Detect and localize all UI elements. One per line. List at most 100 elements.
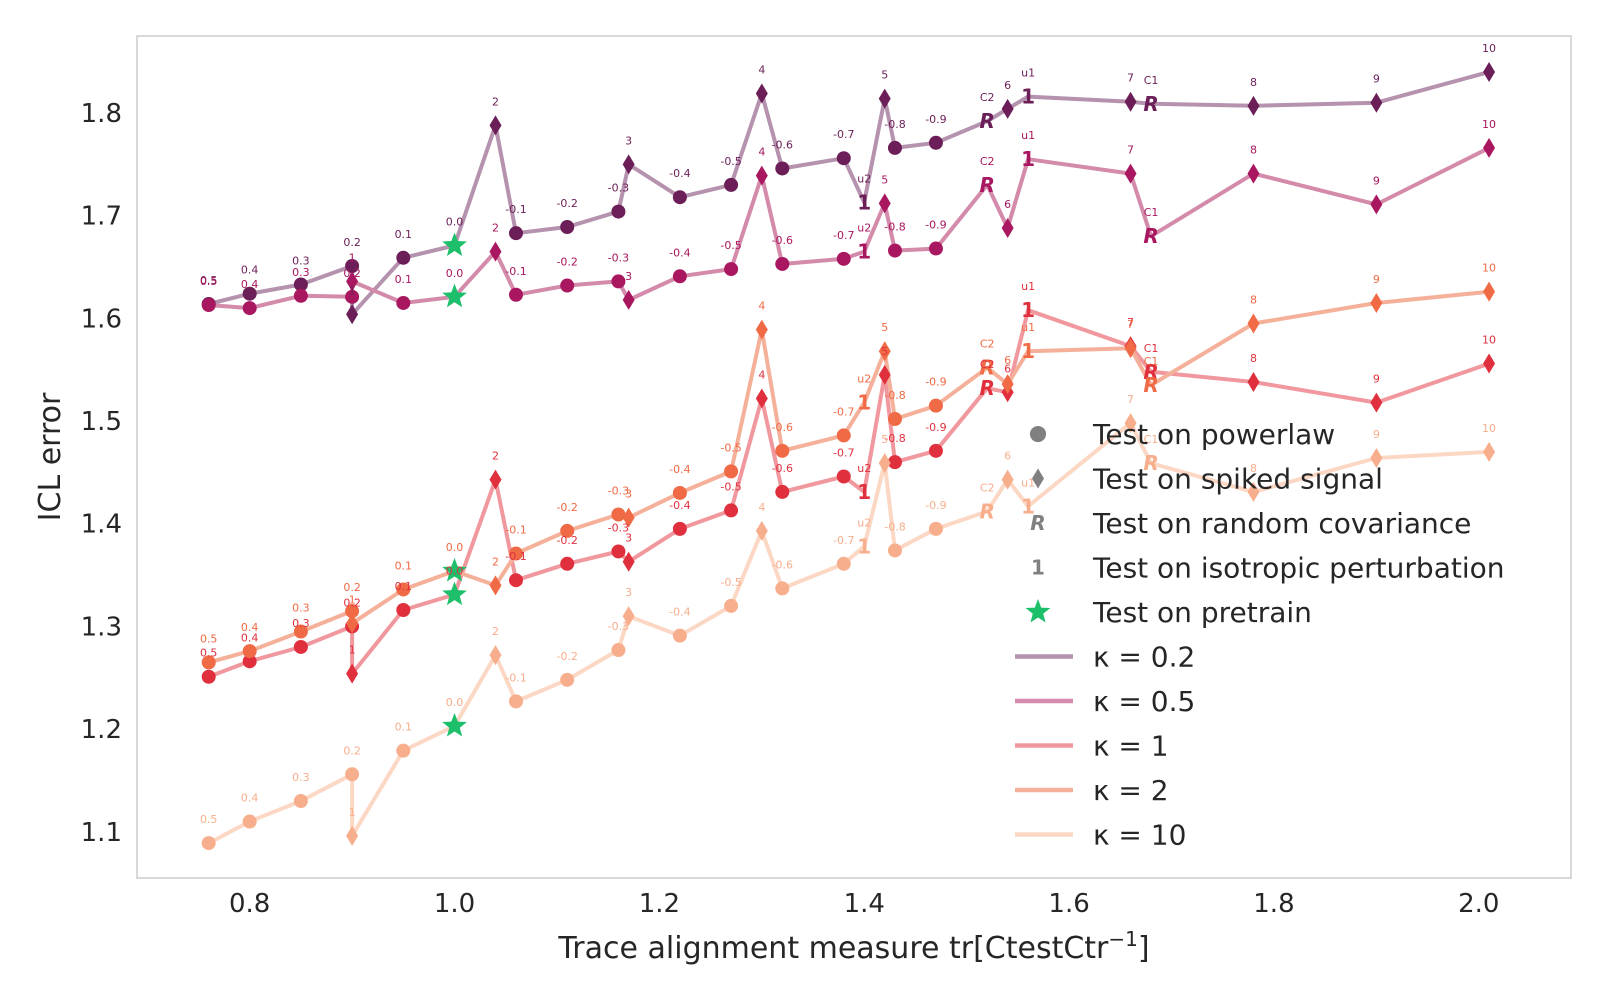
point-label: -0.3	[608, 251, 629, 264]
point-label: 0.3	[292, 266, 310, 279]
spiked-signal-marker	[1483, 137, 1496, 158]
powerlaw-marker	[775, 484, 790, 499]
isotropic-perturbation-marker: 1	[1021, 147, 1035, 171]
point-label: 0.3	[292, 602, 310, 615]
point-label: -0.3	[608, 620, 629, 633]
powerlaw-marker	[396, 295, 411, 310]
pretrain-marker	[442, 283, 467, 308]
spiked-signal-marker	[1247, 372, 1260, 393]
point-label: 0.0	[446, 267, 464, 280]
point-label: 0.5	[200, 647, 218, 660]
x-tick-label: 1.4	[844, 889, 885, 919]
x-tick-label: 0.8	[229, 889, 270, 919]
point-label: 0.5	[200, 813, 218, 826]
point-label: 0.1	[395, 228, 413, 241]
powerlaw-marker	[560, 523, 575, 538]
point-label: 0.1	[395, 721, 413, 734]
powerlaw-marker	[928, 443, 943, 458]
y-tick-label: 1.1	[81, 818, 122, 848]
point-label: C2	[980, 358, 995, 371]
point-label: 0.0	[446, 215, 464, 228]
point-label: -0.5	[720, 480, 741, 493]
spiked-signal-marker	[1124, 413, 1137, 434]
point-label: -0.2	[556, 534, 577, 547]
random-covariance-marker: R	[1030, 511, 1045, 535]
point-label: 9	[1373, 73, 1380, 86]
spiked-signal-marker	[755, 388, 768, 409]
point-label: -0.6	[772, 138, 793, 151]
point-label: 0.1	[395, 580, 413, 593]
point-label: 0.4	[241, 278, 259, 291]
point-label: -0.1	[505, 550, 526, 563]
point-label: 2	[492, 450, 499, 463]
spiked-signal-marker	[346, 304, 359, 325]
legend-label: Test on isotropic perturbation	[1092, 552, 1504, 585]
point-label: -0.1	[505, 203, 526, 216]
point-label: -0.7	[833, 447, 854, 460]
pretrain-marker	[442, 232, 467, 256]
point-label: C2	[980, 338, 995, 351]
powerlaw-marker	[201, 655, 216, 670]
spiked-signal-marker	[489, 469, 502, 490]
point-label: -0.4	[669, 167, 690, 180]
point-label: 6	[1004, 362, 1011, 375]
point-label: -0.5	[720, 576, 741, 589]
point-label: -0.8	[884, 432, 905, 445]
random-covariance-marker: R	[979, 173, 994, 197]
point-label: 3	[625, 270, 632, 283]
spiked-signal-marker	[1483, 353, 1496, 374]
powerlaw-marker	[672, 521, 687, 536]
random-covariance-marker: R	[1143, 360, 1158, 384]
point-label: 6	[1004, 450, 1011, 463]
powerlaw-marker	[396, 582, 411, 597]
point-label: 7	[1127, 144, 1134, 157]
spiked-signal-marker	[1370, 194, 1383, 215]
point-label: -0.5	[720, 441, 741, 454]
pretrain-marker	[442, 558, 467, 582]
y-tick-label: 1.2	[81, 715, 122, 745]
powerlaw-marker	[396, 602, 411, 617]
point-label: 0.2	[343, 267, 361, 280]
point-label: -0.6	[772, 558, 793, 571]
powerlaw-marker	[201, 669, 216, 684]
spiked-signal-marker	[1370, 448, 1383, 469]
point-label: 0.3	[292, 617, 310, 630]
point-label: -0.9	[925, 499, 946, 512]
y-axis: 1.1 1.2 1.3 1.4 1.5 1.6 1.7 1.8	[81, 99, 122, 848]
point-label: -0.5	[720, 155, 741, 168]
point-label: 1	[349, 593, 356, 606]
pretrain-marker	[442, 581, 467, 606]
point-label: u1	[1021, 67, 1035, 80]
point-label: -0.3	[608, 485, 629, 498]
point-label: 8	[1250, 462, 1257, 475]
point-label: C1	[1144, 342, 1159, 355]
powerlaw-marker	[928, 521, 943, 536]
point-label: 0.1	[395, 273, 413, 286]
point-label: 9	[1373, 273, 1380, 286]
point-label: -0.1	[505, 671, 526, 684]
point-label: 2	[492, 222, 499, 235]
point-label: 10	[1482, 42, 1496, 55]
spiked-signal-marker	[878, 193, 891, 214]
point-label: 1	[349, 806, 356, 819]
point-label: -0.2	[556, 501, 577, 514]
spiked-signal-marker	[755, 520, 768, 541]
point-label: -0.9	[925, 219, 946, 232]
powerlaw-marker	[293, 793, 308, 808]
point-label: u1	[1021, 280, 1035, 293]
point-label: 7	[1127, 393, 1134, 406]
y-tick-label: 1.6	[81, 304, 122, 334]
powerlaw-marker	[611, 544, 626, 559]
spiked-signal-marker	[1247, 163, 1260, 184]
powerlaw-marker	[887, 243, 902, 258]
point-label: -0.4	[669, 463, 690, 476]
spiked-signal-marker	[1001, 469, 1014, 490]
spiked-signal-marker	[1032, 468, 1044, 489]
point-label: 10	[1482, 334, 1496, 347]
point-label: 4	[758, 300, 765, 313]
isotropic-perturbation-marker: 1	[857, 534, 871, 558]
powerlaw-marker	[345, 289, 360, 304]
point-label: -0.4	[669, 499, 690, 512]
point-label: -0.6	[772, 462, 793, 475]
